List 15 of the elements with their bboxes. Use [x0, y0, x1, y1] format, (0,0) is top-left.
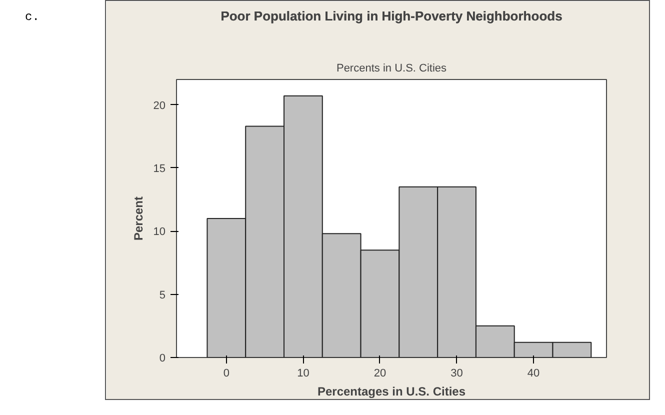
y-tick-label: 10	[153, 226, 166, 238]
x-tick-label: 0	[223, 368, 230, 380]
x-axis-title: Percentages in U.S. Cities	[317, 384, 466, 398]
text: c.	[25, 9, 40, 26]
y-tick-label: 15	[153, 162, 166, 175]
chart-subtitle: Percents in U.S. Cities	[336, 62, 448, 74]
x-tick-label: 10	[297, 368, 310, 380]
x-tick-label: 20	[374, 368, 386, 380]
y-tick-label: 0	[159, 352, 166, 364]
y-tick-label: 5	[159, 289, 166, 302]
x-tick-label: 40	[527, 368, 540, 380]
chart-title: Poor Population Living in High-Poverty Neighborhoods	[220, 8, 562, 24]
y-tick-label: 20	[153, 100, 166, 112]
y-axis-title: Percent	[131, 196, 146, 241]
x-tick-label: 30	[450, 368, 463, 380]
